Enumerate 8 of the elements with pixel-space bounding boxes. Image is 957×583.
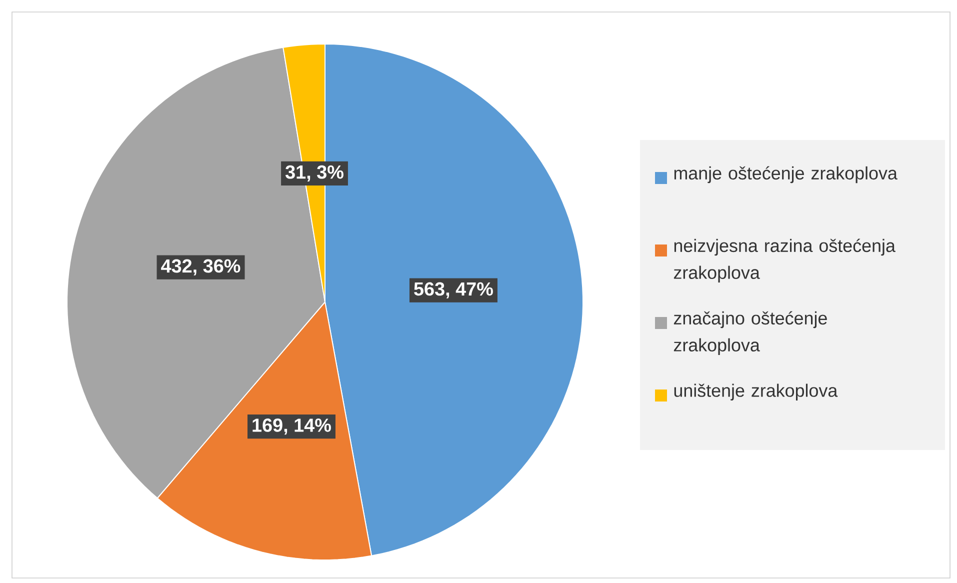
data-label: 563, 47%	[414, 282, 493, 298]
legend-label: manje oštećenje zrakoplova	[674, 166, 898, 184]
legend-label: uništenje zrakoplova	[674, 384, 838, 400]
data-label: 432, 36%	[161, 259, 240, 276]
legend-label: neizvjesna razina oštećenja zrakoplova	[674, 238, 896, 283]
legend-label: značajno oštećenje zrakoplova	[674, 311, 827, 356]
data-label: 169, 14%	[252, 418, 331, 435]
data-label: 31, 3%	[285, 165, 344, 182]
